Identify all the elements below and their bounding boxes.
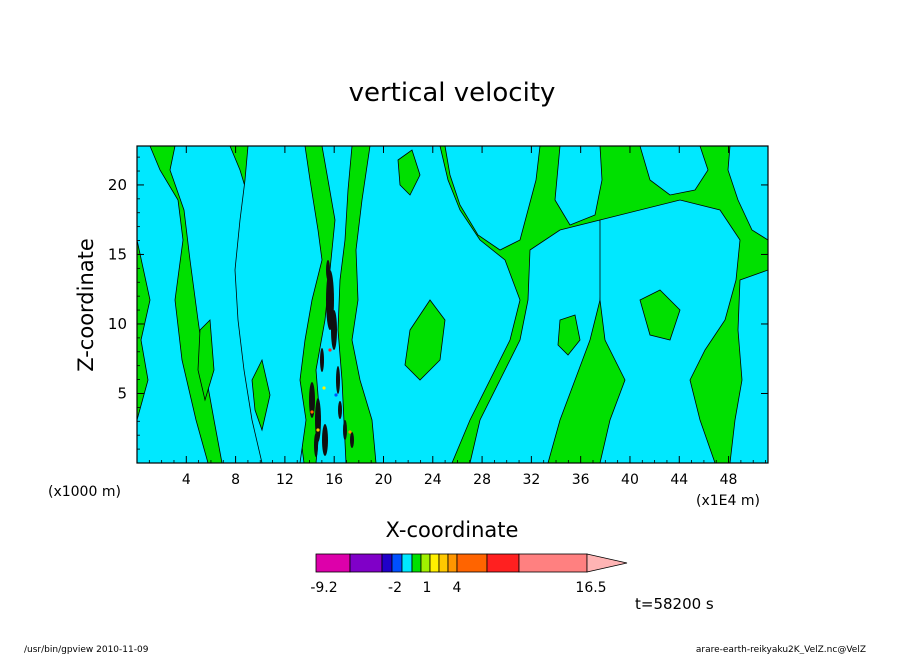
- y-axis: 5 10 15 20: [108, 156, 768, 450]
- x-tick-label: 20: [375, 472, 393, 488]
- green-island: [639, 289, 681, 341]
- cell-accent: [310, 410, 314, 414]
- chart-title: vertical velocity: [349, 78, 556, 108]
- y-tick-label: 15: [108, 245, 127, 263]
- x-unit-left: (x1000 m): [48, 484, 121, 500]
- strong-cell: [326, 270, 334, 330]
- x-tick-label: 28: [473, 472, 491, 488]
- plot-area: [137, 146, 768, 463]
- strong-cell: [320, 348, 324, 372]
- colorbar-bin: [486, 553, 520, 573]
- plot-frame: [136, 145, 769, 464]
- x-tick-label: 40: [621, 472, 639, 488]
- x-tick-label: 12: [276, 472, 294, 488]
- colorbar-bin: [381, 553, 393, 573]
- green-island: [251, 358, 271, 432]
- cyan-region: [315, 146, 353, 463]
- colorbar-label: 16.5: [575, 580, 606, 596]
- colorbar-bin: [438, 553, 449, 573]
- cyan-region: [729, 269, 768, 463]
- x-axis: 4 8 12 16 20 24 28 32 36 40 44 48: [148, 146, 766, 488]
- colorbar-bin: [429, 553, 440, 573]
- cyan-region: [639, 146, 709, 196]
- green-island: [557, 314, 581, 356]
- footer-right: arare-earth-reikyaku2K_VelZ.nc@VelZ: [696, 645, 866, 654]
- x-tick-label: 32: [522, 472, 540, 488]
- strong-cell: [338, 401, 342, 419]
- strong-cell: [314, 433, 318, 457]
- cyan-region: [554, 146, 603, 226]
- x-unit-right: (x1E4 m): [696, 493, 760, 509]
- colorbar-label: -2: [388, 580, 402, 596]
- y-tick-label: 20: [108, 176, 127, 194]
- time-label: t=58200 s: [635, 595, 714, 613]
- strong-cell: [315, 398, 321, 442]
- cyan-region: [727, 146, 768, 241]
- cell-accent: [322, 386, 326, 390]
- colorbar-bin: [456, 553, 488, 573]
- x-tick-label: 24: [424, 472, 442, 488]
- colorbar-label: 1: [423, 580, 432, 596]
- colorbar: [315, 553, 628, 573]
- x-axis-label: X-coordinate: [386, 518, 519, 542]
- cyan-region: [137, 146, 209, 463]
- cyan-region: [444, 146, 541, 251]
- colorbar-bin: [401, 553, 413, 573]
- cell-accent: [328, 348, 332, 352]
- strong-cell: [336, 366, 340, 394]
- negative-velocity-regions: [137, 146, 768, 463]
- cell-accent: [348, 430, 352, 434]
- strong-cell: [326, 260, 330, 280]
- x-tick-label: 8: [231, 472, 240, 488]
- strong-cell: [331, 310, 337, 350]
- colorbar-bin: [349, 553, 383, 573]
- colorbar-bin: [411, 553, 422, 573]
- y-axis-label: Z-coordinate: [74, 238, 98, 372]
- strong-cell: [309, 382, 315, 418]
- colorbar-extend-arrow: [586, 553, 628, 573]
- x-tick-label: 44: [670, 472, 688, 488]
- colorbar-label: -9.2: [310, 580, 337, 596]
- colorbar-bin: [391, 553, 403, 573]
- colorbar-bin: [315, 553, 351, 573]
- y-tick-label: 10: [108, 315, 127, 333]
- colorbar-bin: [420, 553, 431, 573]
- colorbar-bin: [518, 553, 588, 573]
- cell-accent: [316, 428, 320, 432]
- green-island: [397, 149, 421, 196]
- x-tick-label: 4: [182, 472, 191, 488]
- strong-velocity-cells: [309, 260, 354, 457]
- strong-cell: [322, 424, 328, 456]
- green-island: [404, 299, 446, 381]
- cyan-region: [351, 146, 521, 463]
- x-tick-label: 16: [325, 472, 343, 488]
- colorbar-bin: [447, 553, 458, 573]
- strong-cell: [350, 432, 354, 448]
- strong-cell: [343, 420, 347, 440]
- x-tick-label: 48: [720, 472, 738, 488]
- green-island: [197, 319, 215, 402]
- footer-left: /usr/bin/gpview 2010-11-09: [24, 645, 149, 654]
- colorbar-labels: -9.2 -2 1 4 16.5: [310, 580, 606, 596]
- colorbar-label: 4: [453, 580, 462, 596]
- cell-accent: [334, 393, 338, 397]
- y-tick-label: 5: [117, 384, 127, 402]
- x-tick-label: 36: [572, 472, 590, 488]
